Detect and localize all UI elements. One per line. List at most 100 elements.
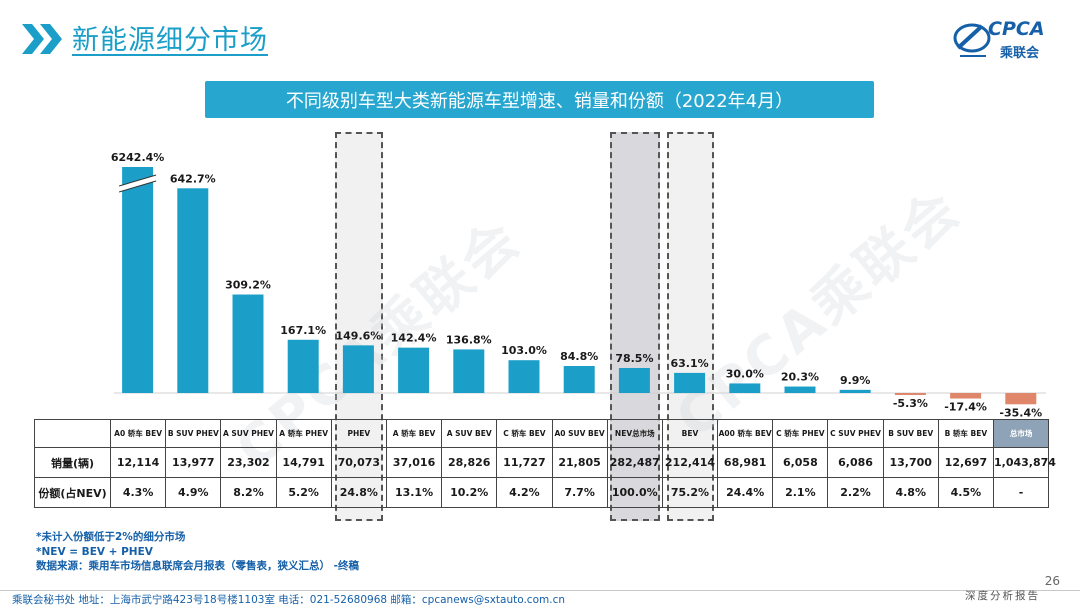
- note-line: 数据来源：乘用车市场信息联席会月报表（零售表，狭义汇总） -终稿: [36, 560, 360, 572]
- data-table: A0 轿车 BEV B SUV PHEV A SUV PHEV A 轿车 PHEV PH…: [34, 419, 1056, 508]
- table-cell: -: [992, 477, 1050, 508]
- cpca-logo-icon: [953, 23, 991, 57]
- table-cell: 70,073: [330, 447, 387, 478]
- page-number: 26: [1044, 574, 1060, 588]
- data-label: 63.1%: [671, 357, 709, 370]
- table-row-sales: 销量(辆) 12,114 13,977 23,302 14,791 70,073 37,01…: [34, 447, 1056, 478]
- axis-break-line: [118, 174, 157, 187]
- table-row-label: 销量(辆): [34, 447, 111, 478]
- axis-break-mark: [118, 175, 157, 192]
- table-header-cell: A0 SUV BEV: [551, 419, 608, 448]
- table-header-cell: 总市场: [992, 419, 1050, 448]
- table-header-cell: A SUV BEV: [441, 419, 498, 448]
- table-cell: 11,727: [496, 447, 553, 478]
- data-label: -5.3%: [893, 397, 928, 410]
- footer-report-label: 深度分析报告: [965, 590, 1040, 602]
- table-cell: 4.5%: [937, 477, 995, 508]
- table-row-share: 份额(占NEV) 4.3% 4.9% 8.2% 5.2% 24.8% 13.1% 10.2% 4…: [34, 477, 1050, 508]
- table-cell: 1,043,874: [992, 447, 1056, 478]
- table-header-cell: A0 轿车 BEV: [109, 419, 167, 448]
- page-title: 新能源细分市场: [72, 25, 268, 56]
- bar: [674, 372, 706, 393]
- table-cell: 5.2%: [275, 477, 332, 508]
- data-label: 149.6%: [335, 329, 381, 342]
- data-label: 309.2%: [225, 279, 271, 292]
- footer-divider: [0, 590, 1080, 591]
- bar: [729, 383, 761, 393]
- table-cell: 75.2%: [661, 477, 719, 508]
- table-cell: 282,487: [606, 447, 663, 478]
- table-header-cell: NEV总市场: [606, 419, 663, 448]
- data-label: -17.4%: [944, 401, 987, 414]
- data-label: 20.3%: [781, 371, 819, 384]
- bar: [287, 339, 319, 393]
- table-header-cell: C 轿车 BEV: [496, 419, 553, 448]
- table-cell: 2.2%: [827, 477, 884, 508]
- table-header-cell: A SUV PHEV: [220, 419, 277, 448]
- table-cell: 24.4%: [717, 477, 774, 508]
- table-cell: 23,302: [220, 447, 277, 478]
- logo-text: CPCA: [988, 18, 1045, 40]
- table-header-cell: C 轿车 PHEV: [772, 419, 829, 448]
- data-label: 6242.4%: [111, 151, 164, 164]
- footer-contact: 乘联会秘书处 地址：上海市武宁路423号18号楼1103室 电话：021-526…: [12, 594, 566, 606]
- bar: [342, 345, 374, 393]
- note-line: *未计入份额低于2%的细分市场: [36, 531, 186, 543]
- table-cell: 4.2%: [496, 477, 553, 508]
- table-cell: 28,826: [441, 447, 498, 478]
- bar: [508, 360, 540, 393]
- table-cell: 24.8%: [330, 477, 387, 508]
- table-cell: 13,700: [882, 447, 939, 478]
- data-label: 167.1%: [280, 324, 326, 337]
- bar: [232, 294, 264, 393]
- data-label: -35.4%: [999, 406, 1042, 419]
- table-cell: 14,791: [275, 447, 332, 478]
- table-cell: 10.2%: [441, 477, 498, 508]
- data-label: 78.5%: [615, 352, 653, 365]
- bar: [950, 393, 982, 399]
- bar: [894, 393, 926, 395]
- axis-break-line: [118, 180, 157, 193]
- table-cell: 37,016: [385, 447, 443, 478]
- table-cell: 4.9%: [165, 477, 222, 508]
- table-cell: 6,058: [772, 447, 829, 478]
- table-cell: 7.7%: [551, 477, 608, 508]
- table-cell: 21,805: [551, 447, 608, 478]
- table-cell: 13,977: [165, 447, 222, 478]
- table-cell: 100.0%: [606, 477, 663, 508]
- table-header-cell: PHEV: [330, 419, 387, 448]
- note-line: *NEV = BEV + PHEV: [36, 545, 153, 558]
- bar: [398, 347, 430, 393]
- chart-banner-title: 不同级别车型大类新能源车型增速、销量和份额（2022年4月）: [205, 81, 874, 118]
- logo-subtext: 乘联会: [1000, 46, 1040, 61]
- data-label: 9.9%: [840, 374, 871, 387]
- table-header-cell: A 轿车 BEV: [385, 419, 443, 448]
- table-header-cell: B SUV PHEV: [165, 419, 222, 448]
- bar: [839, 389, 871, 393]
- cpca-logo: CPCA 乘联会: [952, 16, 1052, 64]
- data-label: 84.8%: [560, 350, 598, 363]
- table-header-cell: B 轿车 BEV: [937, 419, 995, 448]
- chevron-right-icon: [22, 24, 62, 54]
- data-label: 136.8%: [446, 333, 492, 346]
- table-cell: 13.1%: [385, 477, 443, 508]
- table-header-cell: B SUV BEV: [882, 419, 939, 448]
- table-cell: 12,114: [109, 447, 167, 478]
- table-header-cell: C SUV PHEV: [827, 419, 884, 448]
- table-cell: 2.1%: [772, 477, 829, 508]
- bar: [784, 386, 816, 393]
- table-cell: 6,086: [827, 447, 884, 478]
- table-cell: 4.3%: [109, 477, 167, 508]
- table-cell: 8.2%: [220, 477, 277, 508]
- table-row-label: 份额(占NEV): [34, 477, 111, 508]
- table-cell: 4.8%: [882, 477, 939, 508]
- bar: [122, 167, 154, 393]
- table-header-cell: A00 轿车 BEV: [717, 419, 774, 448]
- bar: [453, 349, 485, 393]
- table-header-cell: BEV: [661, 419, 719, 448]
- table-cell: 12,697: [937, 447, 995, 478]
- table-cell: 212,414: [661, 447, 719, 478]
- notes: *未计入份额低于2%的细分市场 *NEV = BEV + PHEV 数据来源：乘…: [36, 530, 359, 574]
- bar: [177, 188, 209, 393]
